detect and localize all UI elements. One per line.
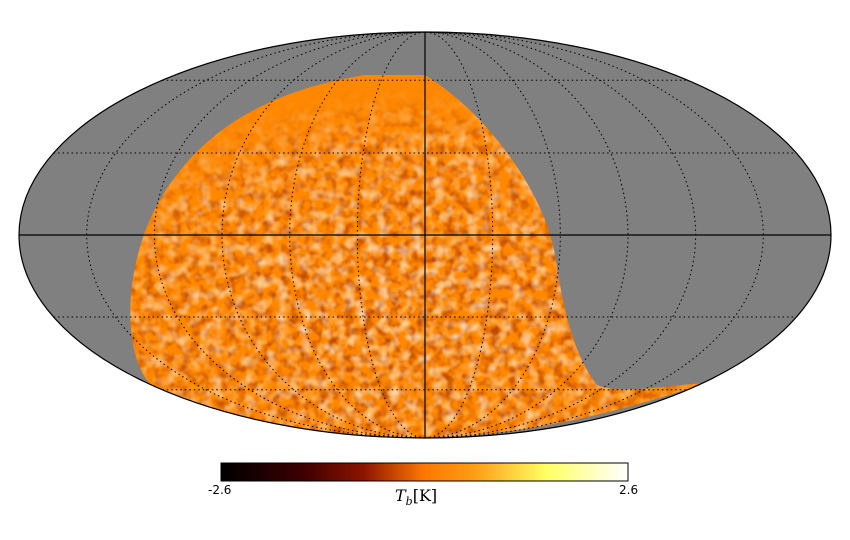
meridian-line (86, 32, 426, 438)
colorbar (220, 462, 629, 482)
colorbar-max-label: 2.6 (619, 483, 639, 497)
colorbar-title-symbol: T (395, 486, 406, 505)
colorbar-title-subscript: b (405, 495, 413, 509)
meridian-line (289, 32, 426, 438)
colorbar-min-label: -2.6 (208, 483, 232, 497)
map-outline (18, 31, 832, 439)
meridian-line (424, 32, 561, 438)
colorbar-title-unit: [K] (412, 486, 438, 505)
graticule (19, 32, 831, 438)
colorbar-title: Tb[K] (395, 486, 437, 508)
